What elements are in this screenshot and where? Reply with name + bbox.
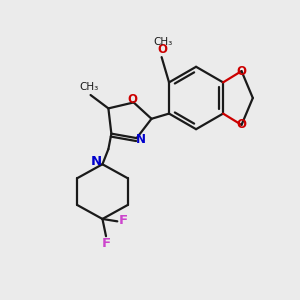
Text: O: O: [158, 43, 167, 56]
Text: CH₃: CH₃: [153, 37, 172, 47]
Text: F: F: [102, 237, 111, 250]
Text: F: F: [119, 214, 128, 227]
Text: CH₃: CH₃: [80, 82, 99, 92]
Text: O: O: [236, 118, 247, 131]
Text: O: O: [127, 93, 137, 106]
Text: N: N: [136, 133, 146, 146]
Text: N: N: [90, 155, 101, 168]
Text: O: O: [236, 64, 247, 78]
